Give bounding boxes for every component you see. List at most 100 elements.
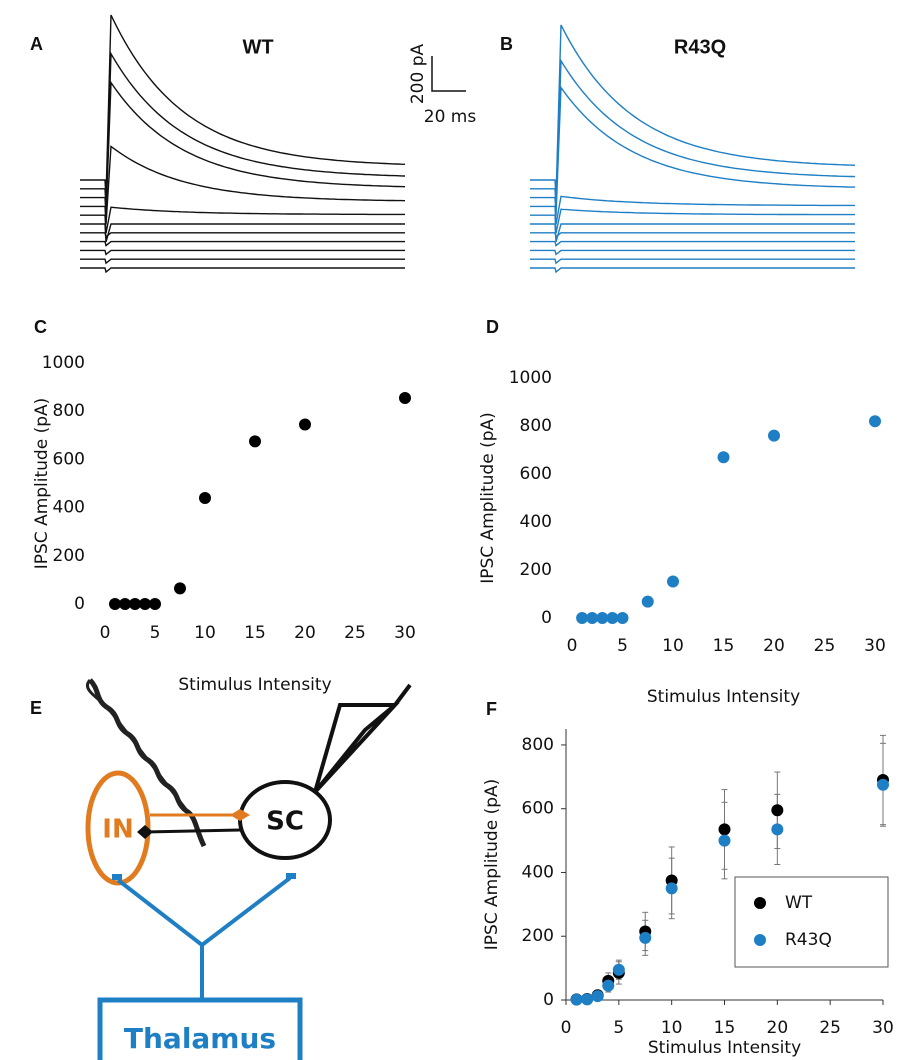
traces [80, 14, 856, 274]
panel-label: D [486, 317, 499, 337]
data-point [109, 598, 121, 610]
sc-to-in [144, 828, 241, 834]
data-point [771, 804, 784, 817]
y-tick-label: 0 [541, 608, 552, 628]
data-point [139, 598, 151, 610]
trace [80, 267, 405, 274]
data-point [606, 612, 619, 624]
circuit-diagram [85, 678, 412, 1060]
data-point [249, 435, 261, 448]
y-tick-label: 0 [543, 990, 554, 1010]
synapse [286, 873, 296, 879]
trace [80, 258, 405, 265]
legend-label: R43Q [785, 930, 832, 950]
data-point [581, 993, 594, 1006]
trace [530, 208, 855, 234]
trace [80, 249, 405, 256]
synapse [137, 825, 153, 839]
x-tick-label: 30 [394, 623, 416, 643]
x-tick-label: 25 [814, 636, 836, 656]
y-axis-label: IPSC Amplitude (pA) [482, 779, 502, 951]
data-point [586, 612, 599, 624]
x-tick-label: 25 [344, 623, 366, 643]
data-point [641, 595, 654, 608]
data-point [591, 990, 604, 1003]
y-tick-label: 1000 [509, 368, 552, 388]
y-tick-label: 600 [53, 449, 85, 469]
trace-title: R43Q [674, 36, 726, 58]
scale-bar [431, 56, 466, 92]
y-tick-label: 0 [74, 594, 85, 614]
panel-label: E [30, 698, 42, 718]
y-tick-label: 200 [520, 560, 552, 580]
x-axis-label: Stimulus Intensity [647, 687, 800, 707]
data-point [616, 612, 629, 624]
legend-marker [754, 934, 766, 946]
thalamic-input [116, 876, 292, 948]
panel-label: C [34, 317, 47, 337]
x-tick-label: 25 [819, 1018, 841, 1038]
trace [80, 232, 405, 239]
trace [530, 258, 855, 265]
x-tick-label: 20 [767, 1018, 789, 1038]
x-tick-label: 5 [617, 636, 628, 656]
y-tick-label: 200 [522, 926, 554, 946]
data-point [768, 429, 780, 442]
data-point [718, 834, 731, 847]
y-tick-label: 800 [520, 416, 552, 436]
recording-pipette [313, 683, 412, 794]
y-tick-label: 800 [522, 735, 554, 755]
panel-label: A [30, 34, 43, 54]
data-point [602, 979, 615, 992]
x-tick-label: 0 [100, 623, 111, 643]
data-point [718, 823, 731, 836]
node-label: Thalamus [124, 1022, 276, 1055]
data-point [771, 823, 784, 836]
data-point [399, 391, 411, 404]
trace [80, 14, 406, 199]
x-tick-label: 30 [864, 636, 886, 656]
x-tick-label: 0 [561, 1018, 572, 1038]
data-point [639, 931, 652, 944]
scale-bar-lines [431, 56, 466, 92]
data-point [299, 418, 311, 431]
trace [80, 223, 405, 243]
scale-x-label: 20 ms [424, 107, 477, 127]
x-tick-label: 0 [567, 636, 578, 656]
x-tick-label: 15 [244, 623, 266, 643]
scale-y-label: 200 pA [408, 43, 428, 104]
data-point [869, 415, 881, 428]
x-tick-label: 5 [150, 623, 161, 643]
x-tick-label: 5 [613, 1018, 624, 1038]
trace [530, 85, 855, 216]
data-point [576, 612, 589, 624]
trace [530, 195, 855, 225]
synapse [230, 809, 250, 821]
x-tick-label: 15 [714, 1018, 736, 1038]
trace [530, 240, 855, 247]
y-tick-label: 600 [520, 464, 552, 484]
trace [80, 51, 406, 207]
y-tick-label: 800 [53, 401, 85, 421]
data-point [174, 582, 186, 595]
data-point [596, 612, 609, 624]
data-point [612, 963, 625, 976]
stim-electrode-twist [86, 678, 206, 847]
trace [530, 24, 856, 199]
legend-marker [754, 897, 766, 909]
y-tick-label: 200 [53, 546, 85, 566]
data-point [119, 598, 131, 610]
trace [80, 80, 406, 216]
data-point [667, 575, 679, 588]
trace [80, 145, 406, 225]
trace [80, 206, 405, 234]
x-tick-label: 20 [294, 623, 316, 643]
y-axis-label: IPSC Amplitude (pA) [32, 398, 52, 570]
data-point [149, 598, 161, 610]
x-tick-label: 30 [872, 1018, 894, 1038]
legend-box [734, 876, 889, 968]
data-point [717, 451, 730, 464]
y-tick-label: 1000 [42, 353, 85, 373]
trace [530, 58, 856, 207]
